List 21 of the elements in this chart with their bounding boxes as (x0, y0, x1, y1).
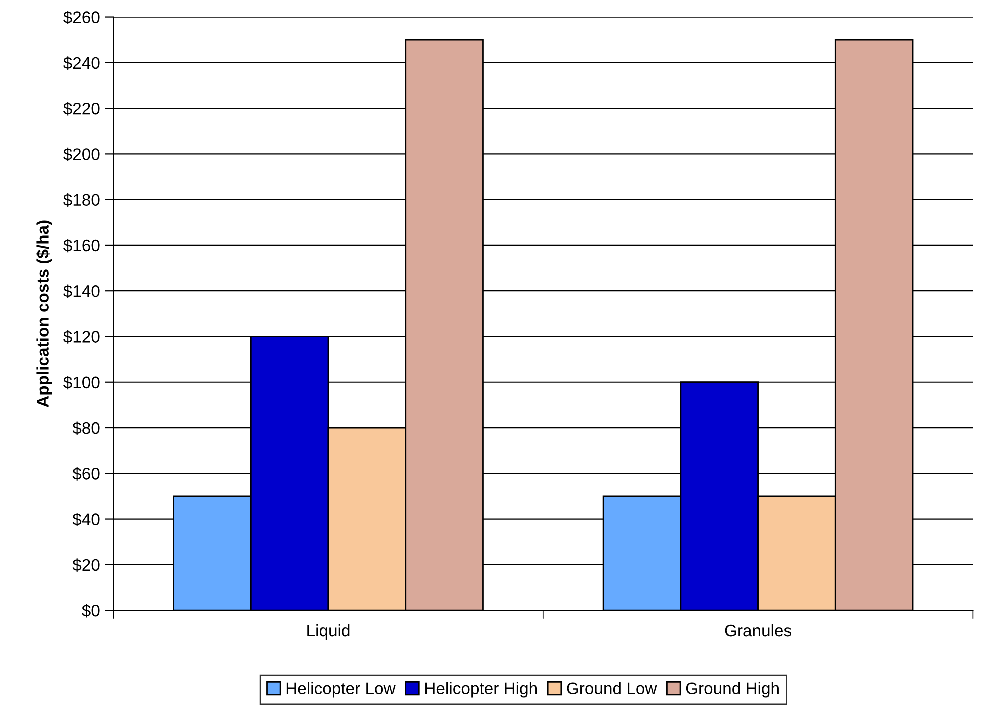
y-tick-label: $0 (82, 604, 100, 618)
y-tick-label: $100 (64, 376, 100, 390)
y-tick-label: $140 (64, 284, 100, 298)
y-tick-label: $20 (72, 558, 100, 572)
legend-label: Helicopter Low (286, 682, 396, 698)
legend-label: Ground Low (567, 682, 658, 695)
y-tick-label: $220 (64, 102, 100, 116)
y-tick-label: $160 (64, 239, 100, 253)
x-tick-label: Granules (725, 624, 792, 637)
y-axis-title: Application costs ($/ha) (36, 220, 52, 408)
y-tick-label: $80 (72, 422, 100, 436)
legend-label: Helicopter High (426, 682, 538, 698)
y-tick-label: $60 (72, 467, 100, 481)
legend-label: Ground High (686, 682, 779, 698)
y-tick-label: $180 (64, 194, 100, 208)
y-tick-label: $200 (64, 148, 100, 162)
y-tick-label: $260 (64, 10, 100, 24)
y-tick-label: $40 (72, 512, 100, 526)
y-tick-label: $120 (64, 330, 100, 344)
y-tick-label: $240 (64, 56, 100, 70)
x-tick-label: Liquid (308, 624, 350, 640)
